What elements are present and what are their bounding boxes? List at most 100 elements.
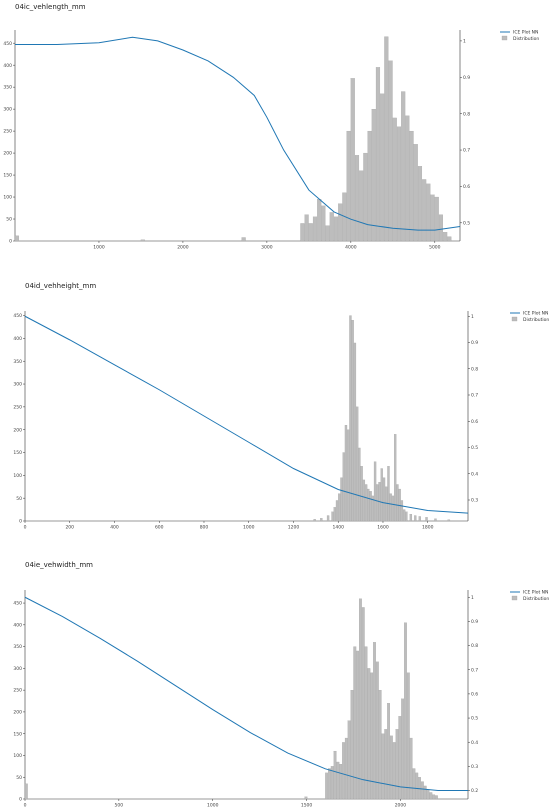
- y-tick-label-right: 0.8: [471, 643, 478, 649]
- y-tick-label-right: 0.6: [471, 419, 478, 425]
- x-tick-label: 800: [200, 525, 209, 531]
- distribution-bar: [328, 768, 331, 800]
- distribution-bar: [380, 468, 383, 522]
- distribution-bar: [415, 772, 419, 800]
- x-tick-label: 0: [24, 525, 27, 531]
- distribution-bar: [347, 720, 351, 800]
- distribution-bar: [426, 790, 430, 800]
- y-tick-label-left: 400: [13, 622, 22, 628]
- chart-title: 04id_vehheight_mm: [25, 282, 97, 290]
- x-tick-label: 5000: [429, 245, 441, 251]
- y-tick-label-right: 0.5: [463, 220, 470, 226]
- distribution-bar: [356, 650, 360, 800]
- y-tick-label-right: 0.9: [463, 75, 470, 81]
- distribution-bar: [14, 235, 19, 242]
- x-tick-label: 0: [24, 803, 27, 809]
- distribution-bar: [443, 232, 448, 242]
- distribution-bar: [312, 216, 318, 242]
- distribution-bar: [392, 117, 397, 242]
- distribution-bar: [409, 130, 414, 242]
- distribution-bar: [435, 795, 438, 800]
- y-tick-label-right: 1: [463, 39, 466, 45]
- y-tick-label-left: 300: [13, 382, 22, 388]
- y-tick-label-right: 0.3: [471, 498, 478, 504]
- y-tick-label-right: 0.6: [471, 691, 478, 697]
- y-tick-label-left: 50: [6, 217, 12, 223]
- vehheight-chart: 0 200 400 600 800 1000 1200 1400 1600 18000501001…: [13, 311, 549, 531]
- distribution-bar: [350, 78, 355, 242]
- distribution-bar: [434, 518, 437, 522]
- legend-bar-label: Distribution: [513, 36, 539, 42]
- legend-bar-swatch: [511, 316, 518, 322]
- distribution-bar: [418, 777, 421, 800]
- y-tick-label-left: 350: [3, 85, 12, 91]
- y-tick-label-right: 0.3: [471, 764, 478, 770]
- y-tick-label-right: 0.2: [471, 788, 478, 794]
- distribution-bar: [412, 768, 416, 800]
- distribution-bar: [373, 461, 377, 522]
- distribution-bar: [406, 672, 410, 800]
- distribution-bar: [339, 764, 343, 800]
- distribution-bar: [422, 179, 427, 242]
- ice-plot-line: [24, 596, 468, 792]
- distribution-bar: [387, 703, 390, 800]
- distribution-bar: [361, 607, 365, 800]
- distribution-bar: [317, 199, 322, 242]
- y-tick-label-left: 300: [13, 666, 22, 672]
- distribution-bar: [364, 646, 368, 800]
- distribution-bar: [362, 479, 366, 522]
- distribution-bar: [409, 514, 413, 522]
- distribution-bar: [396, 484, 399, 522]
- distribution-bar: [438, 214, 443, 242]
- distribution-bar: [388, 60, 393, 242]
- distribution-bar: [375, 661, 379, 800]
- y-tick-label-left: 200: [3, 151, 12, 157]
- distribution-bar: [418, 516, 421, 522]
- distribution-bar: [338, 493, 341, 522]
- distribution-bar: [405, 115, 410, 242]
- distribution-bar: [420, 781, 424, 800]
- distribution-bar: [371, 495, 374, 522]
- distribution-bar: [447, 519, 451, 522]
- x-tick-label: 1500: [301, 803, 313, 809]
- y-tick-label-left: 250: [13, 688, 22, 694]
- y-tick-label-right: 0.7: [463, 148, 470, 154]
- x-tick-label: 1000: [243, 525, 255, 531]
- distribution-bar: [358, 447, 361, 522]
- distribution-bar: [342, 742, 345, 800]
- distribution-bar: [389, 735, 393, 800]
- distribution-bar: [346, 130, 351, 242]
- y-tick-label-left: 350: [13, 359, 22, 365]
- distribution-bar: [425, 517, 428, 522]
- y-tick-label-left: 50: [16, 775, 22, 781]
- distribution-bar: [429, 792, 433, 800]
- distribution-bar: [402, 509, 406, 522]
- legend-bar-label: Distribution: [523, 596, 549, 602]
- y-tick-label-left: 0: [19, 797, 22, 803]
- distribution-bar: [387, 466, 390, 522]
- distribution-bar: [241, 237, 246, 242]
- distribution-bar: [326, 515, 330, 522]
- distribution-bar: [360, 466, 363, 522]
- y-tick-label-right: 0.5: [471, 445, 478, 451]
- distribution-bar: [344, 737, 348, 800]
- y-tick-label-right: 1: [471, 595, 474, 601]
- distribution-bar: [417, 166, 423, 242]
- y-tick-label-left: 0: [9, 239, 12, 245]
- y-tick-label-left: 200: [13, 427, 22, 433]
- distribution-bar: [398, 716, 402, 800]
- distribution-bar: [333, 750, 337, 800]
- distribution-bar: [367, 668, 371, 800]
- distribution-bar: [426, 183, 431, 242]
- y-tick-label-right: 0.8: [463, 111, 470, 117]
- y-tick-label-right: 1: [471, 314, 474, 320]
- x-tick-label: 1200: [288, 525, 300, 531]
- chart-title: 04ie_vehwidth_mm: [25, 561, 93, 569]
- distribution-bar: [413, 144, 418, 242]
- y-tick-label-left: 150: [13, 731, 22, 737]
- x-tick-label: 400: [110, 525, 119, 531]
- x-tick-label: 1400: [333, 525, 345, 531]
- y-tick-label-left: 150: [3, 173, 12, 179]
